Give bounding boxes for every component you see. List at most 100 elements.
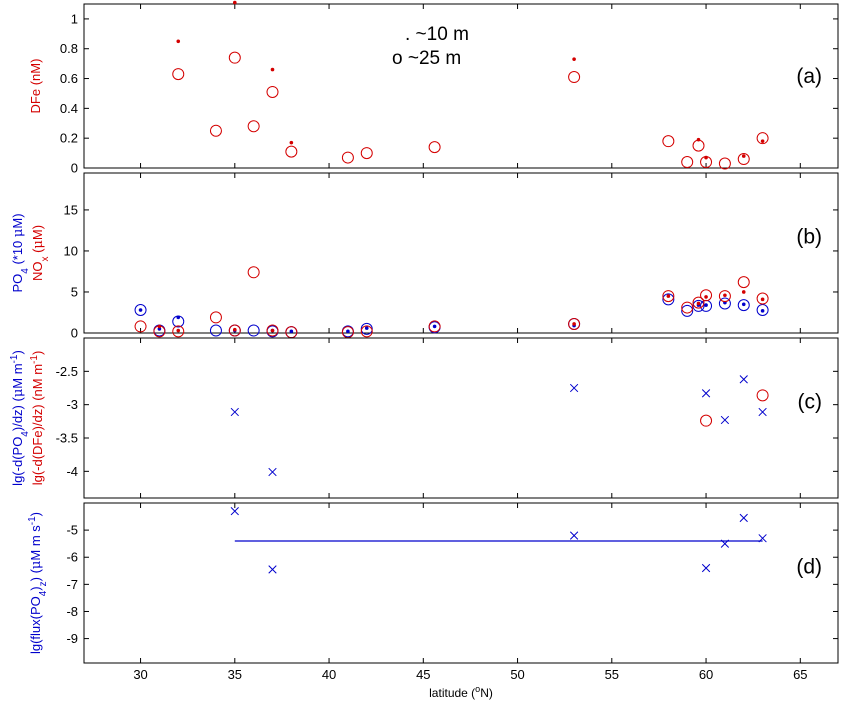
data-point-dot bbox=[760, 139, 765, 143]
y-tick-label: -8 bbox=[66, 604, 78, 619]
panel-label-d: (d) bbox=[796, 555, 822, 578]
x-tick-label: 65 bbox=[793, 667, 807, 682]
data-point-circle bbox=[692, 296, 705, 309]
data-point-circle bbox=[228, 324, 241, 337]
data-point-dot bbox=[289, 140, 294, 145]
data-point-circle bbox=[681, 156, 694, 169]
data-point-circle bbox=[700, 289, 713, 302]
x-tick-label: 35 bbox=[228, 667, 242, 682]
data-point-dot bbox=[233, 327, 237, 332]
data-point-circle bbox=[209, 324, 222, 337]
y-tick-label: -3 bbox=[66, 397, 78, 412]
y-axis-label-blue: PO4 (*10 μM) bbox=[10, 213, 31, 292]
y-tick-label: 0.2 bbox=[60, 131, 78, 146]
data-point-dot bbox=[364, 326, 369, 330]
data-point-cross bbox=[569, 383, 579, 393]
data-point-circle bbox=[172, 325, 185, 338]
data-point-circle bbox=[247, 324, 260, 337]
y-tick-label: -2.5 bbox=[56, 364, 78, 379]
y-tick-label: 0.8 bbox=[60, 41, 78, 56]
data-point-dot bbox=[157, 327, 162, 331]
data-point-circle bbox=[662, 290, 675, 303]
y-tick-label: -9 bbox=[66, 631, 78, 646]
panel-a-frame bbox=[83, 3, 839, 169]
data-point-circle bbox=[247, 120, 260, 133]
y-axis-label-red: NOx (μM) bbox=[30, 225, 51, 281]
data-point-cross bbox=[701, 389, 711, 398]
panel-b-frame bbox=[83, 172, 839, 334]
x-tick-label: 50 bbox=[510, 667, 524, 682]
data-point-dot bbox=[741, 290, 746, 294]
data-point-circle bbox=[568, 317, 581, 330]
data-point-dot bbox=[723, 293, 727, 298]
y-tick-label: 0 bbox=[71, 161, 78, 176]
data-point-cross bbox=[230, 407, 239, 417]
x-axis-label: latitude (oN) bbox=[429, 684, 493, 700]
data-point-circle bbox=[228, 51, 241, 64]
data-point-dot bbox=[666, 294, 671, 298]
data-point-circle bbox=[134, 304, 147, 317]
data-point-circle bbox=[737, 276, 750, 289]
data-point-circle bbox=[662, 135, 675, 148]
y-tick-label: 1 bbox=[71, 11, 78, 26]
data-point-circle bbox=[718, 157, 731, 170]
data-point-circle bbox=[172, 68, 185, 81]
data-point-circle bbox=[153, 325, 166, 338]
data-point-circle bbox=[737, 153, 750, 166]
data-point-dot bbox=[270, 67, 275, 72]
y-tick-label: -6 bbox=[66, 550, 78, 565]
data-point-circle bbox=[360, 325, 373, 338]
panel-label-b: (b) bbox=[796, 225, 822, 248]
y-tick-label: 5 bbox=[71, 284, 78, 299]
x-tick-label: 30 bbox=[133, 667, 147, 682]
panel-label-a: (a) bbox=[796, 65, 822, 88]
panel-label-c: (c) bbox=[798, 390, 823, 413]
data-point-circle bbox=[360, 322, 373, 335]
y-axis-label-blue: lg(flux(PO4)z) (μM m s-1) bbox=[27, 512, 49, 654]
data-point-cross bbox=[569, 531, 579, 540]
data-point-cross bbox=[268, 565, 277, 574]
y-tick-label: 15 bbox=[64, 202, 78, 217]
y-tick-label: -5 bbox=[66, 523, 78, 538]
data-point-dot bbox=[176, 39, 181, 44]
data-point-circle bbox=[718, 297, 731, 310]
data-point-circle bbox=[718, 290, 731, 303]
data-point-cross bbox=[739, 375, 748, 384]
panel-b: 0 5 10 15 PO4 (*10 μM)NOx (μM) (b) bbox=[10, 172, 839, 341]
data-point-dot bbox=[704, 303, 708, 307]
data-point-circle bbox=[209, 124, 222, 137]
data-point-dot bbox=[741, 302, 746, 307]
x-tick-label: 55 bbox=[605, 667, 619, 682]
legend-line-25m: o ~25 m bbox=[392, 48, 461, 69]
data-point-circle bbox=[360, 147, 373, 160]
y-axis-label-blue: lg(-d(PO4)/dz) (μM m-1) bbox=[9, 350, 31, 486]
y-tick-label: -3.5 bbox=[56, 431, 78, 446]
data-point-circle bbox=[428, 141, 441, 154]
y-axis-label-red: lg(-d(DFe)/dz) (nM m-1) bbox=[29, 351, 46, 486]
panel-c-frame bbox=[83, 337, 839, 499]
data-point-circle bbox=[756, 292, 769, 305]
panel-d: -5 -6 -7 -8 -9 lg(flux(PO4)z) (μM m s-1) (d) 30… bbox=[27, 502, 839, 682]
data-point-circle bbox=[692, 139, 705, 152]
data-point-circle bbox=[681, 301, 694, 314]
data-point-dot bbox=[572, 57, 576, 61]
data-point-circle bbox=[681, 304, 694, 317]
data-point-circle bbox=[172, 315, 185, 328]
data-point-circle bbox=[341, 151, 354, 164]
data-point-circle bbox=[737, 299, 750, 312]
x-tick-label: 60 bbox=[699, 667, 713, 682]
panel-d-frame bbox=[83, 502, 839, 664]
x-tick-label: 45 bbox=[416, 667, 430, 682]
panel-c: -2.5 -3 -3.5 -4 lg(-d(PO4)/dz) (μM m-1)lg(-d… bbox=[9, 337, 839, 499]
data-point-dot bbox=[233, 0, 237, 5]
data-point-circle bbox=[247, 266, 260, 279]
data-point-circle bbox=[662, 293, 675, 306]
data-point-dot bbox=[572, 322, 576, 326]
data-point-dot bbox=[176, 328, 181, 333]
data-point-circle bbox=[700, 414, 713, 427]
legend-line-10m: . ~10 m bbox=[405, 24, 469, 45]
data-point-circle bbox=[428, 320, 441, 333]
data-point-dot bbox=[760, 309, 765, 313]
data-point-circle bbox=[700, 156, 713, 169]
x-tick-label: 40 bbox=[322, 667, 336, 682]
